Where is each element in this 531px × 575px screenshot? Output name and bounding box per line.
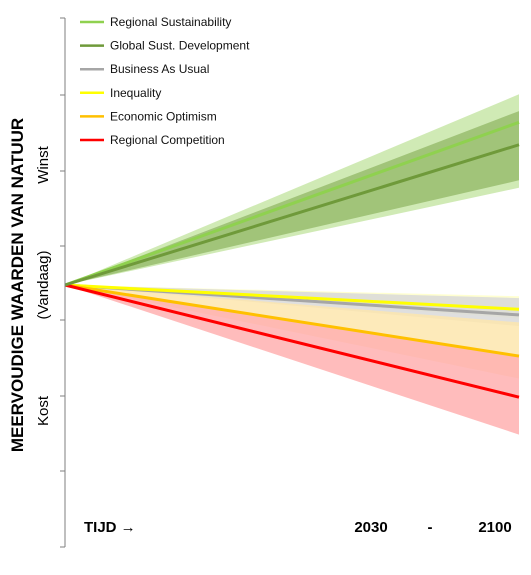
x-axis-label: TIJD → [84, 519, 136, 536]
legend-label-business-as-usual: Business As Usual [110, 62, 209, 76]
series-lines [64, 120, 520, 399]
x-tick-label-dash: - [428, 519, 433, 536]
y-top-label: Winst [35, 145, 52, 183]
y-axis-ticks [60, 17, 65, 548]
y-axis-sublabel: (Vandaag) [35, 251, 52, 320]
y-bottom-label: Kost [35, 395, 52, 426]
legend-label-regional-competition: Regional Competition [110, 133, 225, 147]
x-tick-label-2100: 2100 [478, 519, 511, 536]
uncertainty-bands [65, 94, 519, 435]
legend-label-regional-sustainability: Regional Sustainability [110, 15, 231, 29]
line-global-sust-development [64, 143, 520, 287]
y-axis [60, 17, 66, 548]
band-global-sust-development [65, 111, 519, 285]
x-tick-label-2030: 2030 [354, 519, 387, 536]
band-regional-competition [65, 285, 519, 435]
line-regional-sustainability [64, 120, 520, 287]
y-axis-label: MEERVOUDIGE WAARDEN VAN NATUUR [8, 118, 27, 452]
legend-label-economic-optimism: Economic Optimism [110, 109, 217, 123]
band-regional-sustainability [65, 94, 519, 285]
legend-label-global-sust-development: Global Sust. Development [110, 39, 250, 53]
line-inequality [64, 283, 520, 311]
line-economic-optimism [64, 283, 520, 358]
legend: Regional Sustainability Global Sust. Deve… [80, 15, 250, 147]
line-regional-competition [64, 283, 520, 399]
legend-label-inequality: Inequality [110, 86, 161, 100]
